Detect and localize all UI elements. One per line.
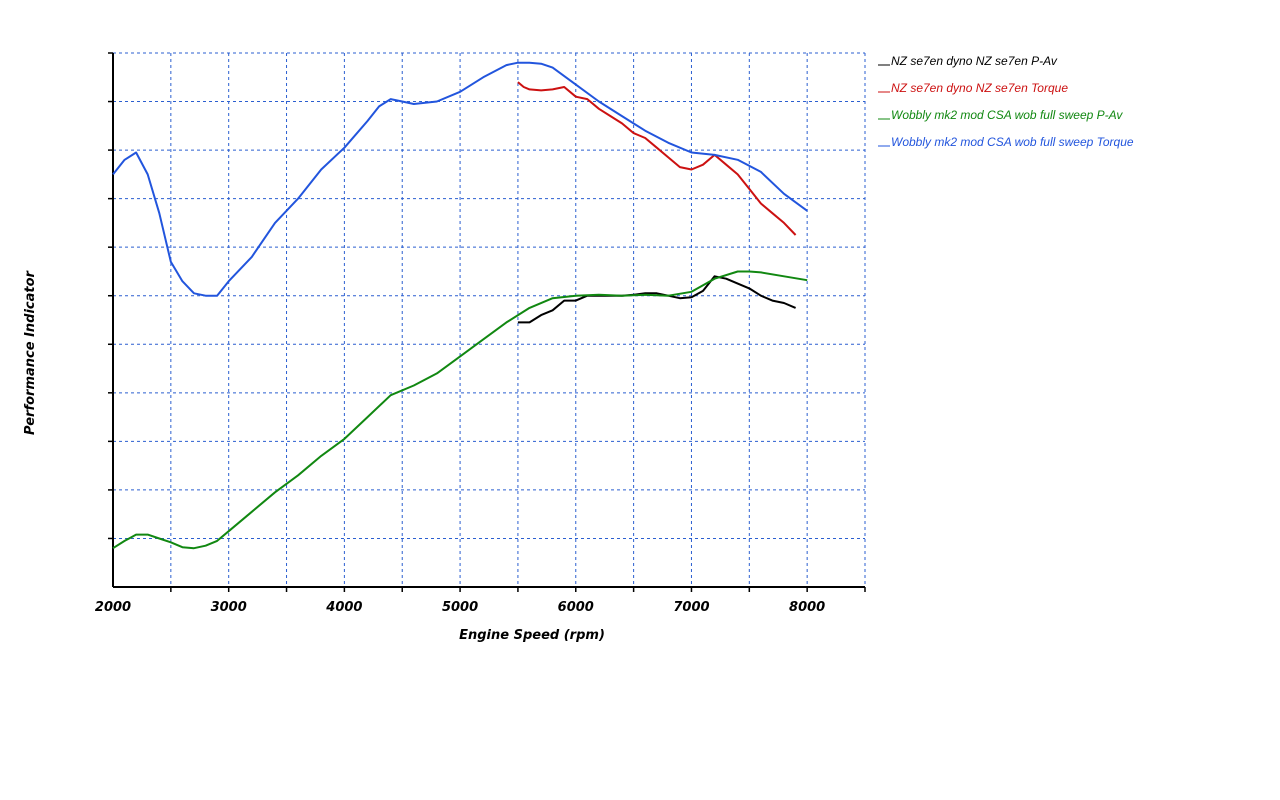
series-line-1	[517, 275, 796, 324]
x-tick-label: 6000	[558, 600, 594, 615]
x-tick-label: 4000	[325, 600, 362, 615]
y-axis-title: Performance Indicator	[23, 269, 38, 435]
series-line-4	[112, 61, 808, 297]
grid-lines	[113, 52, 866, 587]
legend-label-4: Wobbly mk2 mod CSA wob full sweep Torque	[891, 135, 1134, 149]
x-tick-label: 3000	[211, 600, 247, 615]
legend-label-2: NZ se7en dyno NZ se7en Torque	[891, 81, 1068, 95]
x-tick-label: 7000	[673, 600, 709, 615]
x-tick-labels: 2000 3000 4000 5000 6000 7000 8000	[95, 600, 825, 615]
series-line-2	[517, 81, 797, 236]
axes	[112, 53, 865, 588]
x-tick-label: 8000	[789, 600, 825, 615]
x-axis-title: Engine Speed (rpm)	[459, 628, 605, 643]
series-lines	[112, 61, 808, 550]
series-line-3	[112, 270, 808, 550]
tick-marks	[108, 52, 866, 592]
legend-label-3: Wobbly mk2 mod CSA wob full sweep P-Av	[891, 108, 1123, 122]
x-tick-label: 2000	[95, 600, 131, 615]
x-tick-label: 5000	[442, 600, 478, 615]
legend-label-1: NZ se7en dyno NZ se7en P-Av	[891, 54, 1058, 68]
legend: NZ se7en dyno NZ se7en P-Av NZ se7en dyno…	[878, 54, 1134, 149]
